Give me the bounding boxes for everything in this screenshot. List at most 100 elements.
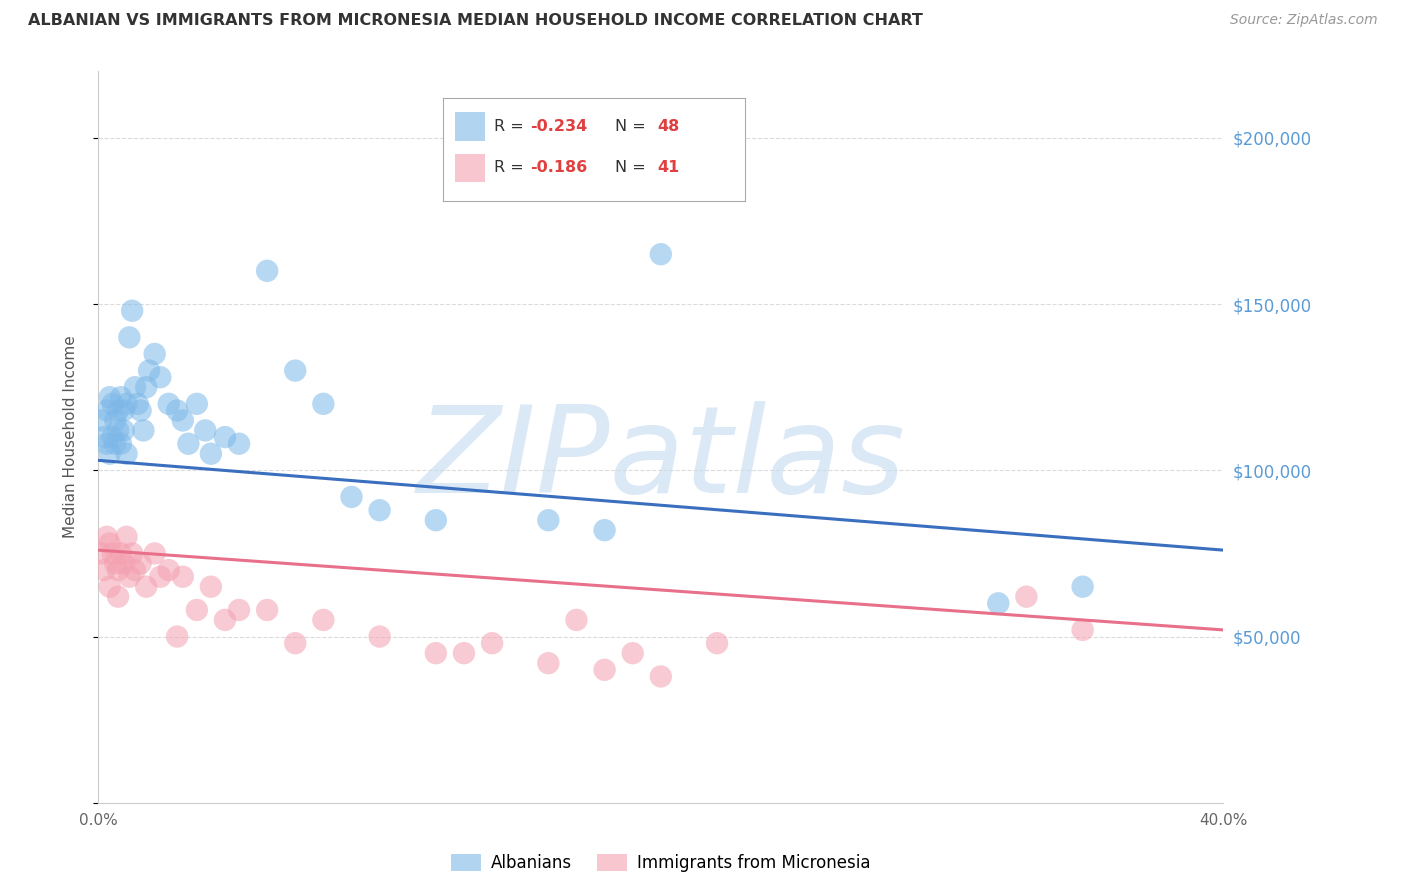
Point [621, 646, 644, 660]
Point [368, 503, 391, 517]
Point [1071, 623, 1094, 637]
Text: 41: 41 [658, 161, 679, 176]
Point [284, 363, 307, 377]
Point [98, 447, 121, 461]
Point [132, 424, 155, 438]
Text: ZIPatlas: ZIPatlas [416, 401, 905, 517]
Point [118, 570, 141, 584]
Point [129, 557, 152, 571]
Text: 48: 48 [658, 120, 679, 135]
Point [110, 546, 132, 560]
Point [256, 603, 278, 617]
Point [101, 546, 124, 560]
Point [172, 413, 194, 427]
Point [90, 546, 112, 560]
Point [115, 397, 138, 411]
Point [228, 436, 250, 450]
Point [157, 397, 180, 411]
Point [312, 613, 335, 627]
Point [104, 436, 127, 450]
Point [112, 403, 135, 417]
Point [96, 436, 118, 450]
Point [93, 563, 115, 577]
Point [98, 580, 121, 594]
Point [177, 436, 200, 450]
Point [107, 403, 129, 417]
Y-axis label: Median Household Income: Median Household Income [63, 335, 77, 539]
Point [987, 596, 1010, 610]
Point [121, 303, 143, 318]
Text: Source: ZipAtlas.com: Source: ZipAtlas.com [1230, 13, 1378, 28]
Point [124, 380, 146, 394]
Point [90, 413, 112, 427]
Point [149, 370, 172, 384]
Point [135, 580, 157, 594]
Point [149, 570, 172, 584]
Point [157, 563, 180, 577]
Point [256, 264, 278, 278]
Point [565, 613, 588, 627]
Point [121, 546, 143, 560]
Point [93, 430, 115, 444]
Point [110, 390, 132, 404]
Point [537, 513, 560, 527]
Point [312, 397, 335, 411]
Point [138, 363, 160, 377]
Bar [456, 112, 485, 141]
Point [537, 656, 560, 670]
Point [118, 330, 141, 344]
Point [425, 646, 447, 660]
Point [214, 430, 236, 444]
Point [166, 403, 188, 417]
Point [98, 536, 121, 550]
Point [453, 646, 475, 660]
Point [112, 424, 135, 438]
Point [194, 424, 217, 438]
Point [186, 397, 208, 411]
Point [104, 413, 127, 427]
Point [481, 636, 503, 650]
Point [1015, 590, 1038, 604]
Point [124, 563, 146, 577]
Point [143, 546, 166, 560]
Point [650, 247, 672, 261]
Point [110, 436, 132, 450]
Text: R =: R = [495, 120, 529, 135]
Bar [456, 153, 485, 182]
Point [284, 636, 307, 650]
Point [228, 603, 250, 617]
Point [96, 530, 118, 544]
Point [593, 663, 616, 677]
Point [214, 613, 236, 627]
Legend: Albanians, Immigrants from Micronesia: Albanians, Immigrants from Micronesia [444, 847, 877, 879]
Point [186, 603, 208, 617]
Point [101, 397, 124, 411]
Point [425, 513, 447, 527]
Point [107, 590, 129, 604]
Point [340, 490, 363, 504]
Text: R =: R = [495, 161, 529, 176]
Point [129, 403, 152, 417]
Point [112, 557, 135, 571]
Text: -0.234: -0.234 [530, 120, 588, 135]
Point [706, 636, 728, 650]
Text: -0.186: -0.186 [530, 161, 588, 176]
Point [107, 424, 129, 438]
Text: ALBANIAN VS IMMIGRANTS FROM MICRONESIA MEDIAN HOUSEHOLD INCOME CORRELATION CHART: ALBANIAN VS IMMIGRANTS FROM MICRONESIA M… [28, 13, 922, 29]
Point [96, 403, 118, 417]
Point [593, 523, 616, 537]
Point [104, 557, 127, 571]
Point [166, 630, 188, 644]
Point [135, 380, 157, 394]
Text: N =: N = [616, 161, 651, 176]
Point [98, 390, 121, 404]
Point [107, 563, 129, 577]
Point [200, 580, 222, 594]
Text: N =: N = [616, 120, 651, 135]
Point [143, 347, 166, 361]
Point [650, 669, 672, 683]
Point [127, 397, 149, 411]
Point [115, 530, 138, 544]
Point [368, 630, 391, 644]
Point [1071, 580, 1094, 594]
